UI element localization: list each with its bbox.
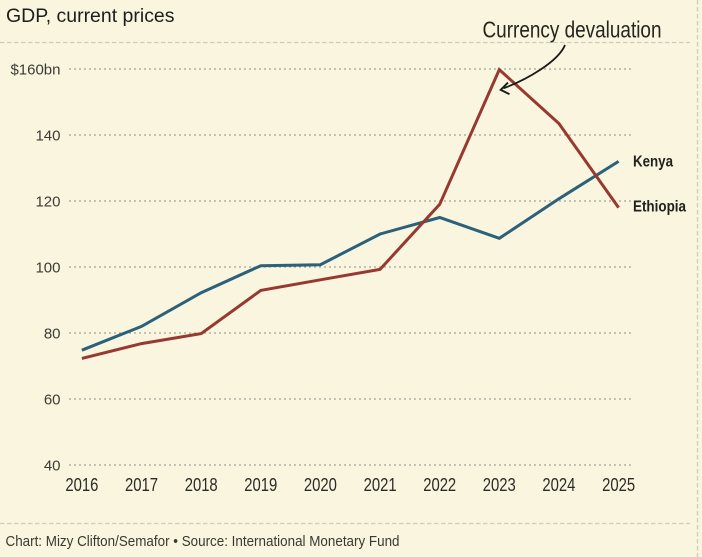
svg-text:60: 60 — [44, 392, 61, 409]
svg-text:Currency devaluation: Currency devaluation — [483, 17, 662, 43]
svg-text:2022: 2022 — [423, 475, 456, 495]
svg-text:2025: 2025 — [602, 475, 635, 495]
svg-text:140: 140 — [35, 128, 60, 145]
svg-text:2019: 2019 — [244, 475, 277, 495]
svg-text:2021: 2021 — [364, 475, 397, 495]
svg-text:GDP, current prices: GDP, current prices — [6, 5, 175, 27]
svg-text:2018: 2018 — [185, 475, 218, 495]
svg-text:100: 100 — [35, 260, 60, 277]
svg-text:120: 120 — [35, 194, 60, 211]
svg-text:Chart: Mizy Clifton/Semafor •: Chart: Mizy Clifton/Semafor • Source: In… — [6, 534, 400, 550]
svg-text:40: 40 — [44, 458, 61, 475]
svg-text:2020: 2020 — [304, 475, 337, 495]
svg-text:Ethiopia: Ethiopia — [633, 199, 686, 216]
svg-text:2024: 2024 — [542, 475, 575, 495]
svg-text:2023: 2023 — [483, 475, 516, 495]
svg-text:$160bn: $160bn — [10, 62, 60, 79]
svg-text:2017: 2017 — [125, 475, 158, 495]
svg-text:80: 80 — [44, 326, 61, 343]
svg-text:Kenya: Kenya — [633, 153, 673, 170]
svg-text:2016: 2016 — [65, 475, 98, 495]
